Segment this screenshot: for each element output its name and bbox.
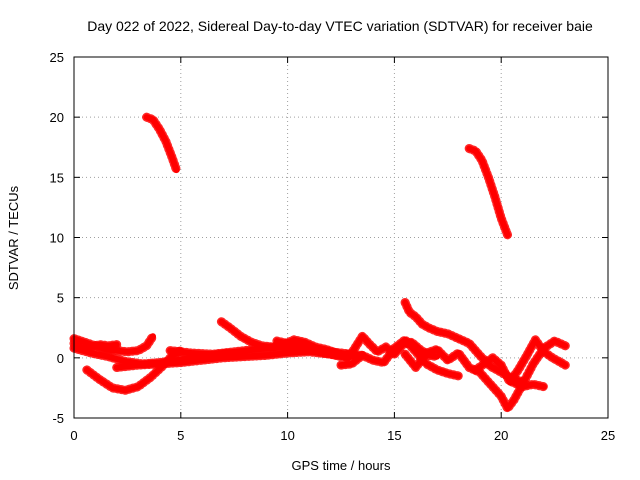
series-markers-arc-14 [471,335,570,387]
x-tick-label: 5 [177,428,184,443]
series-markers-arc-13 [400,336,570,413]
y-axis-title: SDTVAR / TECUs [6,185,21,290]
x-tick-label: 20 [494,428,508,443]
y-tick-label: -5 [52,411,64,426]
x-tick-label: 25 [601,428,615,443]
y-tick-label: 15 [50,170,64,185]
x-tick-label: 0 [70,428,77,443]
series-markers-arc-2 [464,144,513,240]
y-tick-label: 20 [50,110,64,125]
x-tick-label: 15 [387,428,401,443]
axis-ticks: 0 5 10 15 20 25 -5 0 5 10 15 20 25 [50,50,616,443]
chart-title: Day 022 of 2022, Sidereal Day-to-day VTE… [87,18,593,34]
series-markers-arc-1 [142,112,181,175]
series-group [69,112,570,413]
x-tick-label: 10 [280,428,294,443]
y-tick-label: 0 [57,351,64,366]
y-tick-label: 5 [57,291,64,306]
series-markers-arc-6 [69,338,122,353]
series-markers-arc-5 [82,346,186,395]
series-markers-arc-11 [336,335,463,381]
y-tick-label: 10 [50,231,64,246]
y-tick-label: 25 [50,50,64,65]
x-axis-title: GPS time / hours [292,458,391,473]
series-markers-arc-15 [507,377,549,392]
